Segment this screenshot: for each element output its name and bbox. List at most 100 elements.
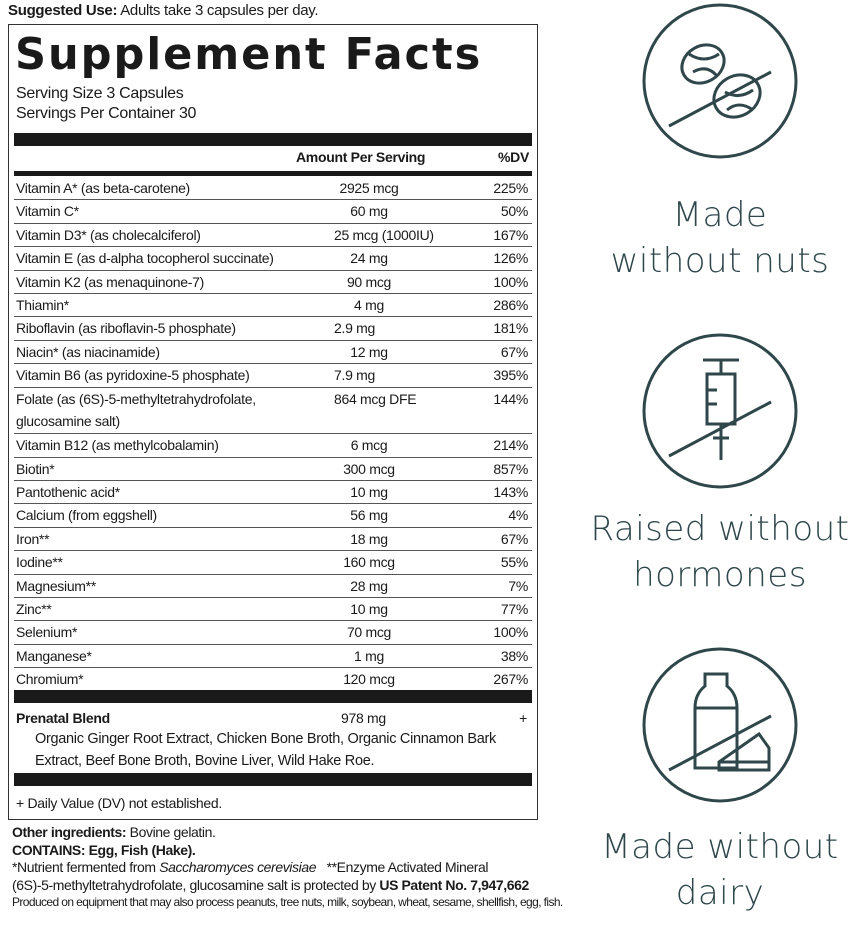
nutrient-amount: 4 mg	[354, 296, 384, 313]
nutrient-row: Vitamin A* (as beta-carotene) 2925 mcg 225…	[14, 177, 532, 201]
nutrient-row: Calcium (from eggshell) 56 mg 4%	[14, 504, 532, 528]
dv-header: %DV	[498, 149, 529, 165]
nutrient-dv: 181%	[493, 320, 528, 337]
nutrient-dv: 77%	[500, 601, 528, 618]
nutrient-amount: 90 mcg	[346, 273, 392, 290]
nutrient-dv: 143%	[493, 484, 528, 501]
no-dairy-icon	[642, 647, 798, 803]
nutrient-row: Pantothenic acid* 10 mg 143%	[14, 481, 532, 505]
nutrient-name: Vitamin B6 (as pyridoxine-5 phosphate)	[16, 367, 250, 384]
nutrient-row: Iron** 18 mg 67%	[14, 528, 532, 552]
serving-size: Serving Size 3 Capsules	[16, 85, 184, 102]
supplement-facts-panel: Supplement Facts Serving Size 3 Capsules…	[8, 24, 538, 820]
nutrient-name: Thiamin*	[16, 296, 69, 313]
nutrient-name: Chromium*	[16, 671, 84, 688]
nutrient-amount: 10 mg	[350, 484, 388, 501]
badge-caption-dairy: Made without dairy	[601, 827, 839, 913]
nutrient-dv: 167%	[493, 226, 528, 243]
nutrient-name: Folate (as (6S)-5-methyltetrahydrofolate…	[16, 390, 256, 429]
amount-header: Amount Per Serving	[296, 149, 426, 165]
nutrient-name: Vitamin A* (as beta-carotene)	[16, 180, 190, 196]
nutrient-amount: 25 mcg (1000IU)	[334, 226, 434, 243]
prenatal-blend: Prenatal Blend 978 mg + Organic Ginger R…	[16, 710, 531, 772]
nutrient-row: Biotin* 300 mcg 857%	[14, 458, 532, 482]
nutrient-amount: 18 mg	[350, 530, 388, 547]
nutrient-row: Folate (as (6S)-5-methyltetrahydrofolate…	[14, 388, 532, 435]
nutrient-row: Magnesium** 28 mg 7%	[14, 575, 532, 599]
nutrient-name: Biotin*	[16, 460, 55, 477]
nutrient-row: Manganese* 1 mg 38%	[14, 645, 532, 669]
nutrient-name: Magnesium**	[16, 577, 96, 594]
nutrient-dv: 67%	[500, 343, 528, 360]
badge-caption-nuts: Made without nuts	[610, 195, 830, 281]
nutrient-dv: 55%	[500, 554, 528, 571]
nutrient-row: Vitamin B6 (as pyridoxine-5 phosphate) 7.…	[14, 364, 532, 388]
nutrient-dv: 395%	[493, 367, 528, 384]
nutrient-row: Chromium* 120 mcg 267%	[14, 668, 532, 692]
nutrient-dv: 144%	[493, 390, 528, 407]
suggested-use: Suggested Use: Adults take 3 capsules pe…	[8, 2, 319, 19]
nutrient-dv: 38%	[500, 647, 528, 664]
nutrient-dv: 286%	[493, 296, 528, 313]
nutrient-dv: 4%	[508, 507, 528, 524]
nutrient-name: Calcium (from eggshell)	[16, 507, 157, 524]
nutrient-row: Vitamin E (as d-alpha tocopherol succina…	[14, 247, 532, 271]
nutrient-name: Niacin* (as niacinamide)	[16, 343, 160, 360]
divider	[14, 773, 532, 786]
nutrient-amount: 70 mcg	[346, 624, 392, 641]
nutrient-amount: 2.9 mg	[334, 320, 375, 337]
nutrient-amount: 6 mcg	[350, 437, 388, 454]
nutrient-name: Riboflavin (as riboflavin-5 phosphate)	[16, 320, 236, 337]
no-nuts-icon	[642, 3, 798, 159]
nutrient-amount: 300 mcg	[343, 460, 395, 477]
divider	[14, 690, 532, 703]
divider	[14, 171, 532, 176]
badge-caption-hormones: Raised without hormones	[590, 509, 850, 595]
nutrient-amount: 12 mg	[350, 343, 388, 360]
nutrient-dv: 67%	[500, 530, 528, 547]
nutrient-amount: 160 mcg	[343, 554, 395, 571]
nutrient-name: Vitamin D3* (as cholecalciferol)	[16, 226, 201, 243]
nutrient-amount: 864 mcg DFE	[334, 390, 417, 407]
blend-ingredients: Organic Ginger Root Extract, Chicken Bon…	[35, 731, 496, 769]
divider	[14, 133, 532, 146]
nutrient-row: Riboflavin (as riboflavin-5 phosphate) 2.…	[14, 317, 532, 341]
nutrient-dv: 50%	[500, 203, 528, 220]
nutrient-name: Zinc**	[16, 601, 52, 618]
nutrient-row: Niacin* (as niacinamide) 12 mg 67%	[14, 341, 532, 365]
nutrient-dv: 225%	[493, 180, 528, 196]
nutrient-name: Manganese*	[16, 647, 92, 664]
nutrient-name: Vitamin C*	[16, 203, 79, 220]
nutrient-amount: 60 mg	[350, 203, 388, 220]
servings-per-container: Servings Per Container 30	[16, 105, 197, 122]
nutrient-row: Vitamin D3* (as cholecalciferol) 25 mcg (…	[14, 224, 532, 248]
nutrient-table: Vitamin A* (as beta-carotene) 2925 mcg 225…	[14, 177, 532, 692]
nutrient-row: Thiamin* 4 mg 286%	[14, 294, 532, 318]
nutrient-name: Pantothenic acid*	[16, 484, 120, 501]
nutrient-name: Selenium*	[16, 624, 78, 641]
nutrient-amount: 24 mg	[350, 250, 388, 267]
nutrient-row: Selenium* 70 mcg 100%	[14, 621, 532, 645]
nutrient-amount: 7.9 mg	[334, 367, 375, 384]
nutrient-amount: 1 mg	[354, 647, 384, 664]
nutrient-amount: 2925 mcg	[339, 180, 399, 196]
nutrient-dv: 214%	[493, 437, 528, 454]
no-hormones-icon	[642, 333, 798, 489]
nutrient-name: Iodine**	[16, 554, 63, 571]
nutrient-amount: 56 mg	[350, 507, 388, 524]
nutrient-dv: 267%	[493, 671, 528, 688]
nutrient-amount: 10 mg	[350, 601, 388, 618]
nutrient-dv: 857%	[493, 460, 528, 477]
panel-title: Supplement Facts	[15, 29, 483, 80]
nutrient-row: Vitamin C* 60 mg 50%	[14, 200, 532, 224]
nutrient-name: Iron**	[16, 530, 50, 547]
nutrient-dv: 7%	[508, 577, 528, 594]
nutrient-row: Zinc** 10 mg 77%	[14, 598, 532, 622]
nutrient-dv: 100%	[493, 624, 528, 641]
nutrient-name: Vitamin K2 (as menaquinone-7)	[16, 273, 204, 290]
dv-footnote: + Daily Value (DV) not established.	[16, 795, 222, 811]
nutrient-name: Vitamin E (as d-alpha tocopherol succina…	[16, 250, 274, 267]
nutrient-dv: 100%	[493, 273, 528, 290]
nutrient-row: Vitamin K2 (as menaquinone-7) 90 mcg 100%	[14, 271, 532, 294]
nutrient-amount: 120 mcg	[343, 671, 395, 688]
